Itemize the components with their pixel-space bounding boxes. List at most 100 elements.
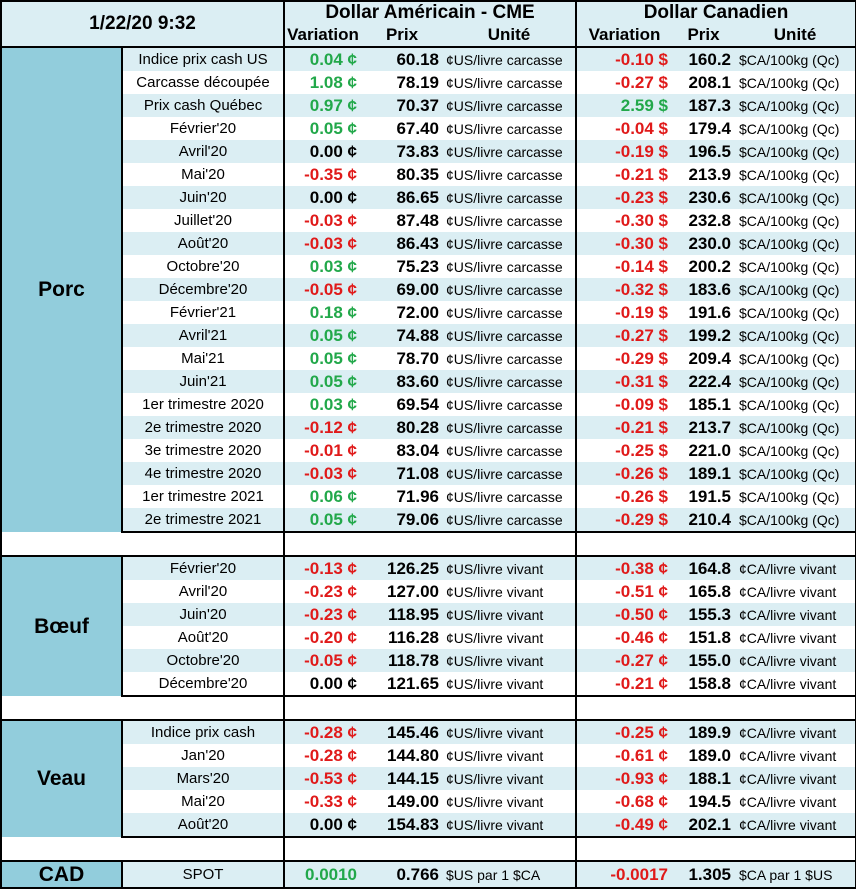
spacer-cell <box>284 696 578 720</box>
us-prix: 144.80 <box>387 745 440 765</box>
row-label: Juin'21 <box>122 370 286 393</box>
ca-prix: 164.8 <box>672 555 736 580</box>
us-prix: 154.83 <box>361 813 444 838</box>
us-prix: 78.70 <box>396 348 440 368</box>
us-variation: 0.03 ¢ <box>309 394 358 414</box>
us-variation: -0.01 ¢ <box>304 440 358 460</box>
ca-variation: -0.61 ¢ <box>615 745 669 765</box>
ca-prix: 196.5 <box>672 140 736 163</box>
row-label: 1er trimestre 2020 <box>122 393 286 416</box>
us-unit: ¢US/livre carcasse <box>443 416 578 439</box>
ca-unit: $CA/100kg (Qc) <box>735 416 856 439</box>
ca-unit: $CA/100kg (Qc) <box>735 94 856 117</box>
ca-variation: -0.27 $ <box>576 324 673 347</box>
ca-variation: -0.31 $ <box>576 370 673 393</box>
ca-prix: 200.2 <box>688 256 732 276</box>
ca-group-title: Dollar Canadien <box>576 0 856 24</box>
us-prix: 80.35 <box>396 164 440 184</box>
us-unit: ¢US/livre carcasse <box>443 209 578 232</box>
ca-unit: $CA/100kg (Qc) <box>735 439 856 462</box>
ca-prix: 155.0 <box>672 649 736 672</box>
spacer-cell <box>0 532 122 556</box>
ca-prix: 185.1 <box>688 394 732 414</box>
table-row: Carcasse découpée 1.08 ¢ 78.19 ¢US/livre ca… <box>1 71 856 94</box>
spacer-cell <box>0 837 122 861</box>
ca-variation: -0.93 ¢ <box>576 767 673 790</box>
row-label: Prix cash Québec <box>122 94 286 117</box>
ca-unit: ¢CA/livre vivant <box>735 790 856 813</box>
table-row: Juin'20 -0.23 ¢ 118.95 ¢US/livre vivant -0.5… <box>1 603 856 626</box>
us-unit: ¢US/livre vivant <box>443 649 578 672</box>
us-unit: ¢US/livre vivant <box>443 744 578 767</box>
us-prix: 71.08 <box>361 462 444 485</box>
us-unit: ¢US/livre carcasse <box>443 301 578 324</box>
us-unit: ¢US/livre vivant <box>443 813 578 838</box>
spacer-cell <box>122 696 286 720</box>
us-unit: ¢US/livre carcasse <box>443 255 578 278</box>
row-label: Avril'21 <box>122 324 286 347</box>
ca-unit: ¢CA/livre vivant <box>735 580 856 603</box>
us-variation: -0.35 ¢ <box>304 164 358 184</box>
row-label: Juin'20 <box>122 186 286 209</box>
ca-prix: 202.1 <box>672 813 736 838</box>
ca-variation: -0.49 ¢ <box>576 813 673 838</box>
ca-unite-header: Unité <box>735 24 856 48</box>
row-label: 3e trimestre 2020 <box>122 439 286 462</box>
row-label: Juin'20 <box>122 603 286 626</box>
us-prix: 60.18 <box>361 47 444 71</box>
us-prix-header: Prix <box>361 24 444 48</box>
category-label: Porc <box>0 46 123 532</box>
us-variation: 0.00 ¢ <box>284 813 362 838</box>
us-variation: 0.05 ¢ <box>284 508 362 533</box>
ca-variation: -0.09 $ <box>615 394 669 414</box>
us-unit: ¢US/livre carcasse <box>443 140 578 163</box>
us-unit: ¢US/livre carcasse <box>443 71 578 94</box>
ca-variation: -0.19 $ <box>576 140 673 163</box>
us-variation: -0.05 ¢ <box>284 649 362 672</box>
us-unit: ¢US/livre vivant <box>443 672 578 697</box>
ca-unit: $CA/100kg (Qc) <box>735 163 856 186</box>
spacer-cell <box>576 837 856 861</box>
ca-prix: 151.8 <box>688 627 732 647</box>
us-prix: 87.48 <box>396 210 440 230</box>
ca-unit: $CA/100kg (Qc) <box>735 347 856 370</box>
ca-prix: 188.1 <box>672 767 736 790</box>
ca-prix: 191.6 <box>688 302 732 322</box>
row-label: Mai'20 <box>122 163 286 186</box>
us-unit: ¢US/livre vivant <box>443 555 578 580</box>
ca-unit: ¢CA/livre vivant <box>735 719 856 744</box>
us-unit: ¢US/livre carcasse <box>443 117 578 140</box>
us-unit: ¢US/livre vivant <box>443 626 578 649</box>
row-label: Août'20 <box>122 813 286 838</box>
spacer-cell <box>284 837 578 861</box>
cad-us-prix: 0.766 <box>361 860 444 889</box>
table-row: Mai'20 -0.33 ¢ 149.00 ¢US/livre vivant -0.68… <box>1 790 856 813</box>
row-label: Octobre'20 <box>122 649 286 672</box>
ca-unit: $CA/100kg (Qc) <box>735 186 856 209</box>
us-prix: 86.43 <box>361 232 444 255</box>
us-unit: ¢US/livre vivant <box>443 719 578 744</box>
cad-us-variation: 0.0010 <box>284 860 362 889</box>
us-unit: ¢US/livre carcasse <box>443 508 578 533</box>
ca-unit: $CA/100kg (Qc) <box>735 393 856 416</box>
ca-unit: ¢CA/livre vivant <box>735 744 856 767</box>
ca-prix: 221.0 <box>688 440 732 460</box>
ca-prix: 189.9 <box>672 719 736 744</box>
us-prix: 145.46 <box>361 719 444 744</box>
ca-variation: -0.30 $ <box>615 210 669 230</box>
ca-unit: $CA/100kg (Qc) <box>735 232 856 255</box>
table-row: Mai'21 0.05 ¢ 78.70 ¢US/livre carcasse -0.29… <box>1 347 856 370</box>
table-row: Août'20 -0.03 ¢ 86.43 ¢US/livre carcasse -0.… <box>1 232 856 255</box>
us-unit: ¢US/livre carcasse <box>443 186 578 209</box>
ca-unit: $CA/100kg (Qc) <box>735 485 856 508</box>
ca-unit: ¢CA/livre vivant <box>735 649 856 672</box>
row-label: Février'21 <box>122 301 286 324</box>
us-variation: 0.05 ¢ <box>284 370 362 393</box>
row-label: Carcasse découpée <box>122 71 286 94</box>
us-prix: 72.00 <box>396 302 440 322</box>
us-variation: -0.13 ¢ <box>284 555 362 580</box>
us-variation: 0.00 ¢ <box>284 140 362 163</box>
ca-unit: $CA/100kg (Qc) <box>735 140 856 163</box>
table-row: 2e trimestre 2020 -0.12 ¢ 80.28 ¢US/livre c… <box>1 416 856 439</box>
ca-variation: -0.68 ¢ <box>615 791 669 811</box>
